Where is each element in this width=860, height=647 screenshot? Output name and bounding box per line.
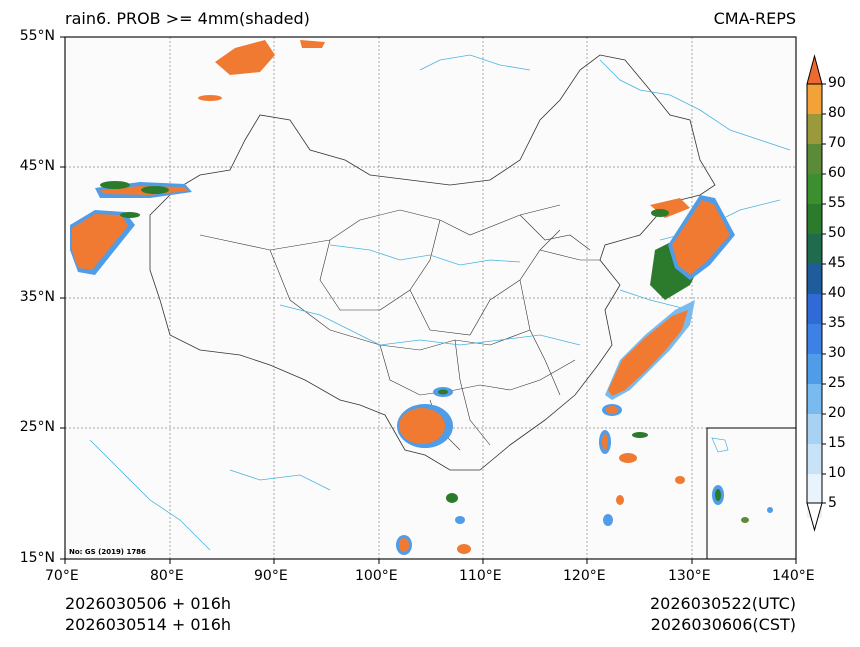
lon-label: 130°E	[668, 568, 711, 584]
colorbar-bin	[807, 294, 822, 324]
lon-label: 80°E	[150, 568, 184, 584]
colorbar-label: 20	[828, 405, 846, 421]
colorbar-label: 55	[828, 195, 846, 211]
lon-label: 140°E	[772, 568, 815, 584]
colorbar-label: 60	[828, 165, 846, 181]
axis-ticks	[60, 36, 797, 564]
colorbar-label: 10	[828, 465, 846, 481]
colorbar-label: 45	[828, 255, 846, 271]
lat-label: 45°N	[19, 158, 55, 174]
colorbar-label: 70	[828, 135, 846, 151]
province-borders	[199, 204, 600, 451]
init-time-utc: 2026030506 + 016h	[65, 594, 232, 613]
rivers	[89, 54, 791, 551]
colorbar	[806, 54, 826, 532]
colorbar-label: 50	[828, 225, 846, 241]
colorbar-bin	[807, 474, 822, 504]
colorbar-label: 5	[828, 495, 837, 511]
colorbar-label: 15	[828, 435, 846, 451]
lon-label: 120°E	[563, 568, 606, 584]
colorbar-label: 35	[828, 315, 846, 331]
init-time-cst: 2026030514 + 016h	[65, 615, 232, 634]
colorbar-label: 80	[828, 105, 846, 121]
colorbar-bin	[807, 414, 822, 444]
map-title: rain6. PROB >= 4mm(shaded)	[65, 9, 310, 28]
map-credit: No: GS (2019) 1786	[69, 548, 146, 556]
colorbar-label: 40	[828, 285, 846, 301]
colorbar-label: 30	[828, 345, 846, 361]
precip-shading	[70, 40, 735, 555]
colorbar-bin	[807, 174, 822, 204]
lat-label: 55°N	[19, 28, 55, 44]
lon-label: 70°E	[45, 568, 79, 584]
colorbar-bin	[807, 264, 822, 294]
lat-label: 15°N	[19, 550, 55, 566]
colorbar-bin	[807, 384, 822, 414]
valid-time-utc: 2026030522(UTC)	[650, 594, 796, 613]
valid-time-cst: 2026030606(CST)	[650, 615, 796, 634]
colorbar-bin	[807, 234, 822, 264]
lon-label: 100°E	[355, 568, 398, 584]
lat-label: 35°N	[19, 289, 55, 305]
colorbar-bin	[807, 324, 822, 354]
colorbar-bin	[807, 204, 822, 234]
lon-label: 110°E	[459, 568, 502, 584]
model-name: CMA-REPS	[713, 9, 796, 28]
inset-shading	[711, 437, 773, 523]
colorbar-bin	[807, 144, 822, 174]
colorbar-bin	[807, 114, 822, 144]
colorbar-bin	[807, 444, 822, 474]
lat-label: 25°N	[19, 419, 55, 435]
lon-label: 90°E	[254, 568, 288, 584]
colorbar-label: 90	[828, 75, 846, 91]
colorbar-bin	[807, 84, 822, 114]
colorbar-top-arrow	[806, 54, 823, 85]
colorbar-bin	[807, 354, 822, 384]
colorbar-label: 25	[828, 375, 846, 391]
